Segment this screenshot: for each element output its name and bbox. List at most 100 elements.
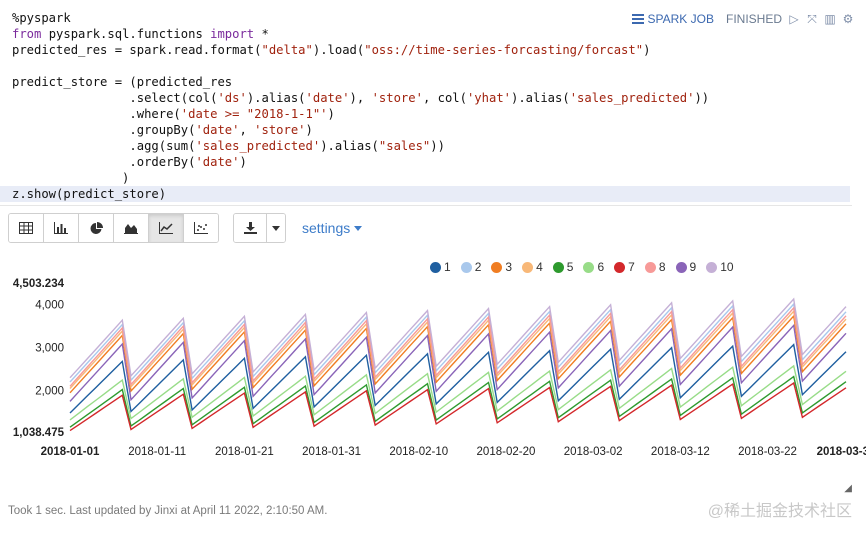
code-token: 'store' (371, 91, 423, 105)
code-line[interactable]: predict_store = (predicted_res (12, 74, 852, 90)
legend-label: 5 (566, 260, 574, 274)
run-icon[interactable]: ▷ (789, 12, 799, 26)
legend-dot (614, 261, 626, 273)
line-chart-icon (159, 222, 173, 234)
line-chart: 4,503.234 4,000 3,000 2,000 1,038.475 2018-01… (13, 278, 866, 458)
download-dropdown-button[interactable] (267, 214, 285, 242)
code-token: 'yhat' (466, 91, 511, 105)
code-line[interactable]: .groupBy('date', 'store') (12, 122, 852, 138)
code-line[interactable]: .orderBy('date') (12, 154, 852, 170)
code-token: ), (349, 91, 372, 105)
download-icon (243, 222, 257, 234)
visualization-toolbar: settings (8, 213, 363, 243)
code-line[interactable]: %pyspark (12, 10, 852, 26)
code-token: 'date' (195, 123, 240, 137)
legend-label: 8 (658, 260, 666, 274)
settings-toggle[interactable]: settings (302, 220, 363, 236)
legend-dot (460, 261, 472, 273)
scatter-chart-icon (194, 222, 208, 234)
legend-dot (706, 261, 718, 273)
code-token: .select(col( (12, 91, 218, 105)
series-line-9 (69, 323, 847, 402)
y-tick-label: 3,000 (35, 343, 64, 355)
legend-item[interactable]: 8 (644, 260, 666, 274)
legend-item[interactable]: 10 (706, 260, 734, 274)
code-line[interactable] (12, 58, 852, 74)
legend-dot (583, 261, 595, 273)
code-token: ) (327, 107, 335, 121)
code-token: 'date' (305, 91, 350, 105)
x-tick-label: 2018-03-12 (651, 446, 710, 458)
bar-chart-icon (54, 222, 68, 234)
series-line-8 (69, 306, 847, 387)
code-line[interactable]: predicted_res = spark.read.format("delta… (12, 42, 852, 58)
code-token: predict_store = (predicted_res (12, 75, 233, 89)
x-tick-label: 2018-02-10 (389, 446, 448, 458)
code-token: .agg(sum( (12, 139, 196, 153)
legend-dot (491, 261, 503, 273)
series-line-10 (69, 297, 847, 379)
y-tick-label: 2,000 (35, 386, 64, 398)
resize-handle[interactable]: ◢ (844, 483, 852, 494)
code-token: %pyspark (12, 11, 71, 25)
series-line-4 (69, 309, 847, 389)
series-line-6 (69, 364, 847, 421)
legend-item[interactable]: 7 (614, 260, 635, 274)
legend-dot (552, 261, 564, 273)
legend-dot (430, 261, 441, 273)
x-tick-label: 2018-02-20 (477, 446, 536, 458)
legend-item[interactable]: 9 (675, 260, 696, 274)
code-token: "sales" (378, 139, 431, 153)
legend-item[interactable]: 5 (552, 260, 574, 274)
code-token: )) (430, 139, 445, 153)
code-token: , (239, 123, 255, 137)
status-label: FINISHED (725, 12, 782, 26)
download-button[interactable] (234, 214, 267, 242)
book-icon[interactable]: ▥ (824, 12, 836, 26)
code-token: z.show(predict_store) (12, 187, 167, 201)
legend-item[interactable]: 6 (583, 260, 604, 274)
bar-chart-button[interactable] (44, 214, 79, 242)
code-token: "delta" (261, 43, 313, 57)
status-footer: Took 1 sec. Last updated by Jinxi at Apr… (8, 505, 328, 517)
x-tick-label: 2018-01-31 (302, 446, 361, 458)
legend-item[interactable]: 4 (522, 260, 543, 274)
series-line-7 (69, 381, 847, 432)
code-token: 'store' (254, 123, 306, 137)
code-token: .orderBy( (12, 155, 196, 169)
scatter-chart-button[interactable] (184, 214, 218, 242)
code-line[interactable]: z.show(predict_store) (0, 186, 850, 202)
spark-job-label: SPARK JOB (647, 12, 714, 26)
legend-item[interactable]: 2 (460, 260, 481, 274)
legend-item[interactable]: 1 (430, 260, 451, 274)
code-line[interactable]: ) (12, 170, 852, 186)
pie-chart-button[interactable] (79, 214, 114, 242)
legend-item[interactable]: 3 (491, 260, 512, 274)
legend-label: 6 (597, 260, 605, 274)
code-line[interactable]: .where('date >= "2018-1-1"') (12, 106, 852, 122)
x-tick-label: 2018-01-01 (41, 446, 100, 458)
gear-icon[interactable]: ⚙ (842, 12, 854, 26)
area-chart-button[interactable] (114, 214, 149, 242)
caret-down-icon (272, 225, 280, 231)
caret-down-icon (354, 225, 363, 231)
line-chart-button[interactable] (149, 214, 184, 242)
code-line[interactable]: .select(col('ds').alias('date'), 'store'… (12, 90, 852, 106)
code-line[interactable]: .agg(sum('sales_predicted').alias("sales… (12, 138, 852, 154)
code-editor[interactable]: %pyspark from pyspark.sql.functions impor… (0, 10, 852, 202)
x-tick-label: 2018-03-02 (564, 446, 623, 458)
code-line[interactable]: from pyspark.sql.functions import * (12, 26, 852, 42)
pie-chart-icon (90, 221, 103, 234)
spark-job-link[interactable]: SPARK JOB (631, 12, 714, 26)
spark-job-icon (631, 14, 644, 24)
code-token: )) (694, 91, 710, 105)
code-token: ).load( (312, 43, 365, 57)
legend-label: 3 (505, 260, 513, 274)
table-view-button[interactable] (9, 214, 44, 242)
code-token: * (254, 27, 269, 41)
shrink-icon[interactable]: ⤧ (807, 11, 817, 26)
legend-label: 1 (444, 260, 451, 274)
divider (0, 205, 852, 206)
code-token: 'date' (195, 155, 240, 169)
code-token: 'sales_predicted' (569, 91, 695, 105)
